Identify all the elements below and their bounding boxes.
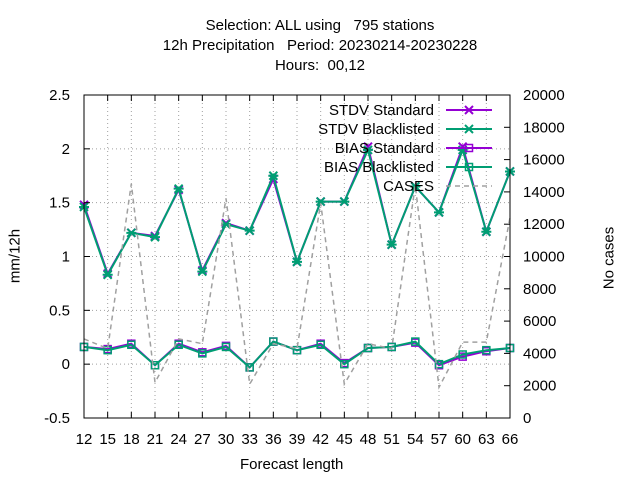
grid: [84, 95, 510, 418]
y2-tick-label: 14000: [523, 184, 565, 201]
data-point: [150, 232, 160, 242]
x-tick-label: 30: [218, 431, 235, 448]
x-axis-label: Forecast length: [240, 456, 344, 473]
y2-tick-label: 6000: [523, 313, 556, 330]
data-point: [244, 225, 255, 236]
series-cases: [83, 183, 511, 390]
data-point: [315, 196, 326, 207]
axes: 12 15 18 21 24 27 30 33 36 39 42 45 48 51 54 57 60 63 66-0…: [44, 87, 565, 448]
data-point: [386, 239, 397, 250]
legend-label: STDV Standard: [329, 102, 434, 119]
x-tick-label: 24: [170, 431, 187, 448]
data-point: [434, 359, 444, 369]
x-tick-label: 48: [360, 431, 377, 448]
y2-tick-label: 20000: [523, 87, 565, 104]
data-point: [126, 228, 137, 238]
x-tick-label: 36: [265, 431, 282, 448]
y2-tick-label: 2000: [523, 378, 556, 395]
x-tick-label: 60: [454, 431, 471, 448]
x-tick-label: 63: [478, 431, 495, 448]
data-point: [339, 196, 350, 207]
legend: STDV Standard STDV Blacklisted BIAS Standa…: [318, 102, 492, 195]
chart-title-line-2: 12h Precipitation Period: 20230214-20230…: [162, 37, 478, 54]
y-tick-label: 1: [62, 249, 70, 266]
data-point: [363, 145, 373, 155]
y-tick-label: 1.5: [49, 195, 70, 212]
data-point: [268, 171, 279, 181]
data-point: [127, 340, 136, 350]
data-point: [292, 257, 302, 267]
data-point: [363, 343, 373, 353]
y2-tick-label: 0: [523, 410, 531, 427]
y-axis-label: mm/12h: [6, 228, 24, 284]
y2-tick-label: 10000: [523, 249, 565, 266]
data-point: [464, 143, 474, 153]
series-stdv-blacklisted: [79, 145, 515, 280]
y2-tick-label: 16000: [523, 152, 565, 169]
legend-label: CASES: [383, 178, 434, 195]
x-tick-label: 57: [431, 431, 448, 448]
y2-tick-label: 18000: [523, 119, 565, 136]
series-bias-standard: [79, 337, 515, 372]
data-point: [464, 105, 474, 115]
data-point: [464, 162, 474, 172]
y2-axis-label: No cases: [600, 226, 618, 290]
data-point: [458, 350, 467, 359]
x-tick-label: 33: [241, 431, 258, 448]
data-point: [173, 183, 184, 194]
legend-label: STDV Blacklisted: [318, 121, 434, 138]
data-point: [316, 340, 325, 350]
x-tick-label: 42: [312, 431, 329, 448]
series-line: [83, 183, 511, 390]
y-tick-label: 2.5: [49, 87, 70, 104]
data-point: [434, 207, 444, 218]
y-tick-label: -0.5: [44, 410, 70, 427]
series-stdv-standard: [79, 141, 515, 279]
y-tick-label: 0.5: [49, 302, 70, 319]
x-tick-label: 21: [147, 431, 164, 448]
x-tick-label: 18: [123, 431, 140, 448]
chart-title-line-3: Hours: 00,12: [274, 57, 366, 74]
x-tick-label: 27: [194, 431, 211, 448]
data-point: [245, 363, 254, 372]
y-tick-label: 0: [62, 356, 70, 373]
series-line: [83, 143, 511, 277]
data-point: [464, 124, 474, 134]
legend-label: BIAS Standard: [335, 140, 434, 157]
y2-tick-label: 12000: [523, 216, 565, 233]
series-bias-blacklisted: [79, 337, 515, 372]
data-point: [198, 349, 207, 358]
data-point: [387, 342, 396, 352]
data-point: [482, 345, 491, 355]
data-point: [150, 360, 160, 370]
series-line: [83, 340, 511, 369]
y-tick-label: 2: [62, 141, 70, 158]
data-point: [221, 342, 231, 352]
x-tick-label: 51: [383, 431, 400, 448]
data-point: [340, 359, 349, 369]
data-point: [102, 270, 113, 280]
legend-label: BIAS Blacklisted: [324, 159, 434, 176]
y2-tick-label: 4000: [523, 345, 556, 362]
x-tick-label: 12: [76, 431, 93, 448]
data-point: [269, 337, 278, 346]
x-tick-label: 45: [336, 431, 353, 448]
x-tick-label: 15: [99, 431, 116, 448]
y2-tick-label: 8000: [523, 281, 556, 298]
data-point: [411, 337, 420, 346]
x-tick-label: 39: [289, 431, 306, 448]
x-tick-label: 54: [407, 431, 424, 448]
data-point: [481, 227, 492, 237]
chart-title-line-1: Selection: ALL using 795 stations: [205, 17, 435, 34]
data-point: [197, 266, 208, 277]
x-tick-label: 66: [502, 431, 519, 448]
